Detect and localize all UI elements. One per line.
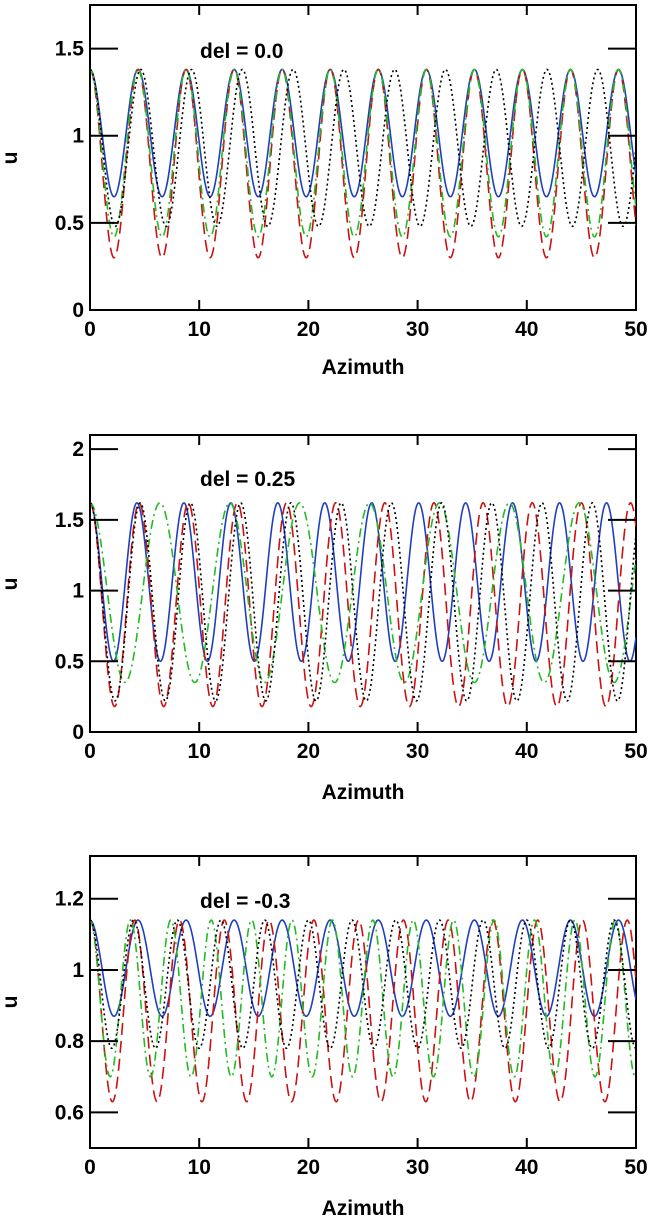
x-tick-label: 30 — [406, 740, 429, 763]
y-tick-label: 1.2 — [55, 888, 84, 911]
series-group — [90, 68, 636, 259]
series-line-solid — [90, 502, 636, 663]
series-line-long-dash — [90, 502, 636, 708]
x-tick-label: 50 — [624, 740, 647, 763]
series-line-dash-dot — [90, 68, 636, 238]
x-tick-label: 50 — [624, 1156, 647, 1179]
x-tick-label: 20 — [297, 318, 320, 341]
y-axis-label: u — [0, 996, 22, 1009]
x-tick-label: 10 — [188, 1156, 211, 1179]
plot-frame — [89, 4, 637, 311]
y-tick-label: 0.6 — [55, 1101, 84, 1124]
plot-frame — [89, 434, 637, 733]
x-axis-label: Azimuth — [322, 1197, 405, 1220]
y-tick-label: 0 — [72, 721, 84, 744]
annotation-label: del = 0.0 — [200, 40, 283, 63]
chart-panel-3: 0 10 20 30 40 50 0.6 0.8 1 1.2 del = -0.3 Azimuth u — [0, 855, 648, 1220]
x-axis-label: Azimuth — [322, 781, 405, 804]
y-tick-label: 1 — [72, 959, 84, 982]
x-tick-label: 0 — [84, 1156, 96, 1179]
series-line-dotted — [90, 68, 636, 228]
y-tick-label: 1.5 — [55, 509, 85, 532]
y-tick-label: 2 — [72, 438, 84, 461]
x-tick-label: 30 — [406, 318, 429, 341]
y-tick-label: 0.5 — [55, 212, 85, 235]
chart-panel-2: 0 10 20 30 40 50 0 0.5 1 1.5 2 del = 0.25 Azimuth u — [0, 434, 648, 804]
y-tick-label: 0.8 — [55, 1030, 85, 1053]
x-tick-label: 40 — [515, 1156, 538, 1179]
y-axis-label: u — [0, 578, 22, 591]
series-group — [90, 919, 636, 1103]
annotation-label: del = 0.25 — [200, 468, 295, 491]
plot-frame — [89, 855, 637, 1149]
y-axis-label: u — [0, 152, 22, 165]
y-tick-label: 0.5 — [55, 650, 85, 673]
series-line-long-dash — [90, 919, 636, 1103]
y-tick-label: 1 — [72, 125, 84, 148]
series-line-dotted — [90, 919, 636, 1050]
x-tick-label: 10 — [188, 740, 211, 763]
x-axis-label: Azimuth — [322, 356, 405, 379]
series-group — [90, 502, 636, 708]
x-tick-label: 10 — [188, 318, 211, 341]
series-line-dash-dot — [90, 502, 636, 684]
x-tick-label: 30 — [406, 1156, 429, 1179]
x-tick-label: 40 — [515, 740, 538, 763]
series-line-dash-dot — [90, 919, 636, 1078]
x-tick-label: 50 — [624, 318, 647, 341]
x-tick-label: 20 — [297, 740, 320, 763]
x-tick-label: 20 — [297, 1156, 320, 1179]
chart-panel-1: 0 10 20 30 40 50 0 0.5 1 1.5 del = 0.0 Azimuth u — [0, 4, 648, 379]
x-tick-label: 40 — [515, 318, 538, 341]
series-line-dotted — [90, 502, 636, 702]
x-tick-label: 0 — [84, 740, 96, 763]
y-tick-label: 1 — [72, 580, 84, 603]
y-tick-label: 0 — [72, 299, 84, 322]
x-tick-label: 0 — [84, 318, 96, 341]
annotation-label: del = -0.3 — [200, 890, 290, 913]
y-tick-label: 1.5 — [55, 38, 85, 61]
